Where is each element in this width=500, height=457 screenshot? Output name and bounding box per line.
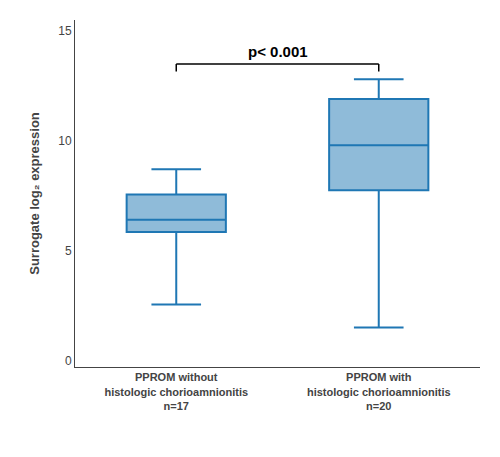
svg-text:PPROM withouthistologic chorio: PPROM withouthistologic chorioamnionitis… xyxy=(104,371,248,412)
svg-text:15: 15 xyxy=(58,24,72,38)
svg-text:p< 0.001: p< 0.001 xyxy=(248,43,308,60)
svg-text:Surrogate log₂ expression: Surrogate log₂ expression xyxy=(27,112,42,275)
svg-text:10: 10 xyxy=(58,134,72,148)
svg-text:5: 5 xyxy=(65,244,72,258)
svg-text:0: 0 xyxy=(65,354,72,368)
svg-text:PPROM withhistologic chorioamn: PPROM withhistologic chorioamnionitisn=2… xyxy=(307,371,451,412)
